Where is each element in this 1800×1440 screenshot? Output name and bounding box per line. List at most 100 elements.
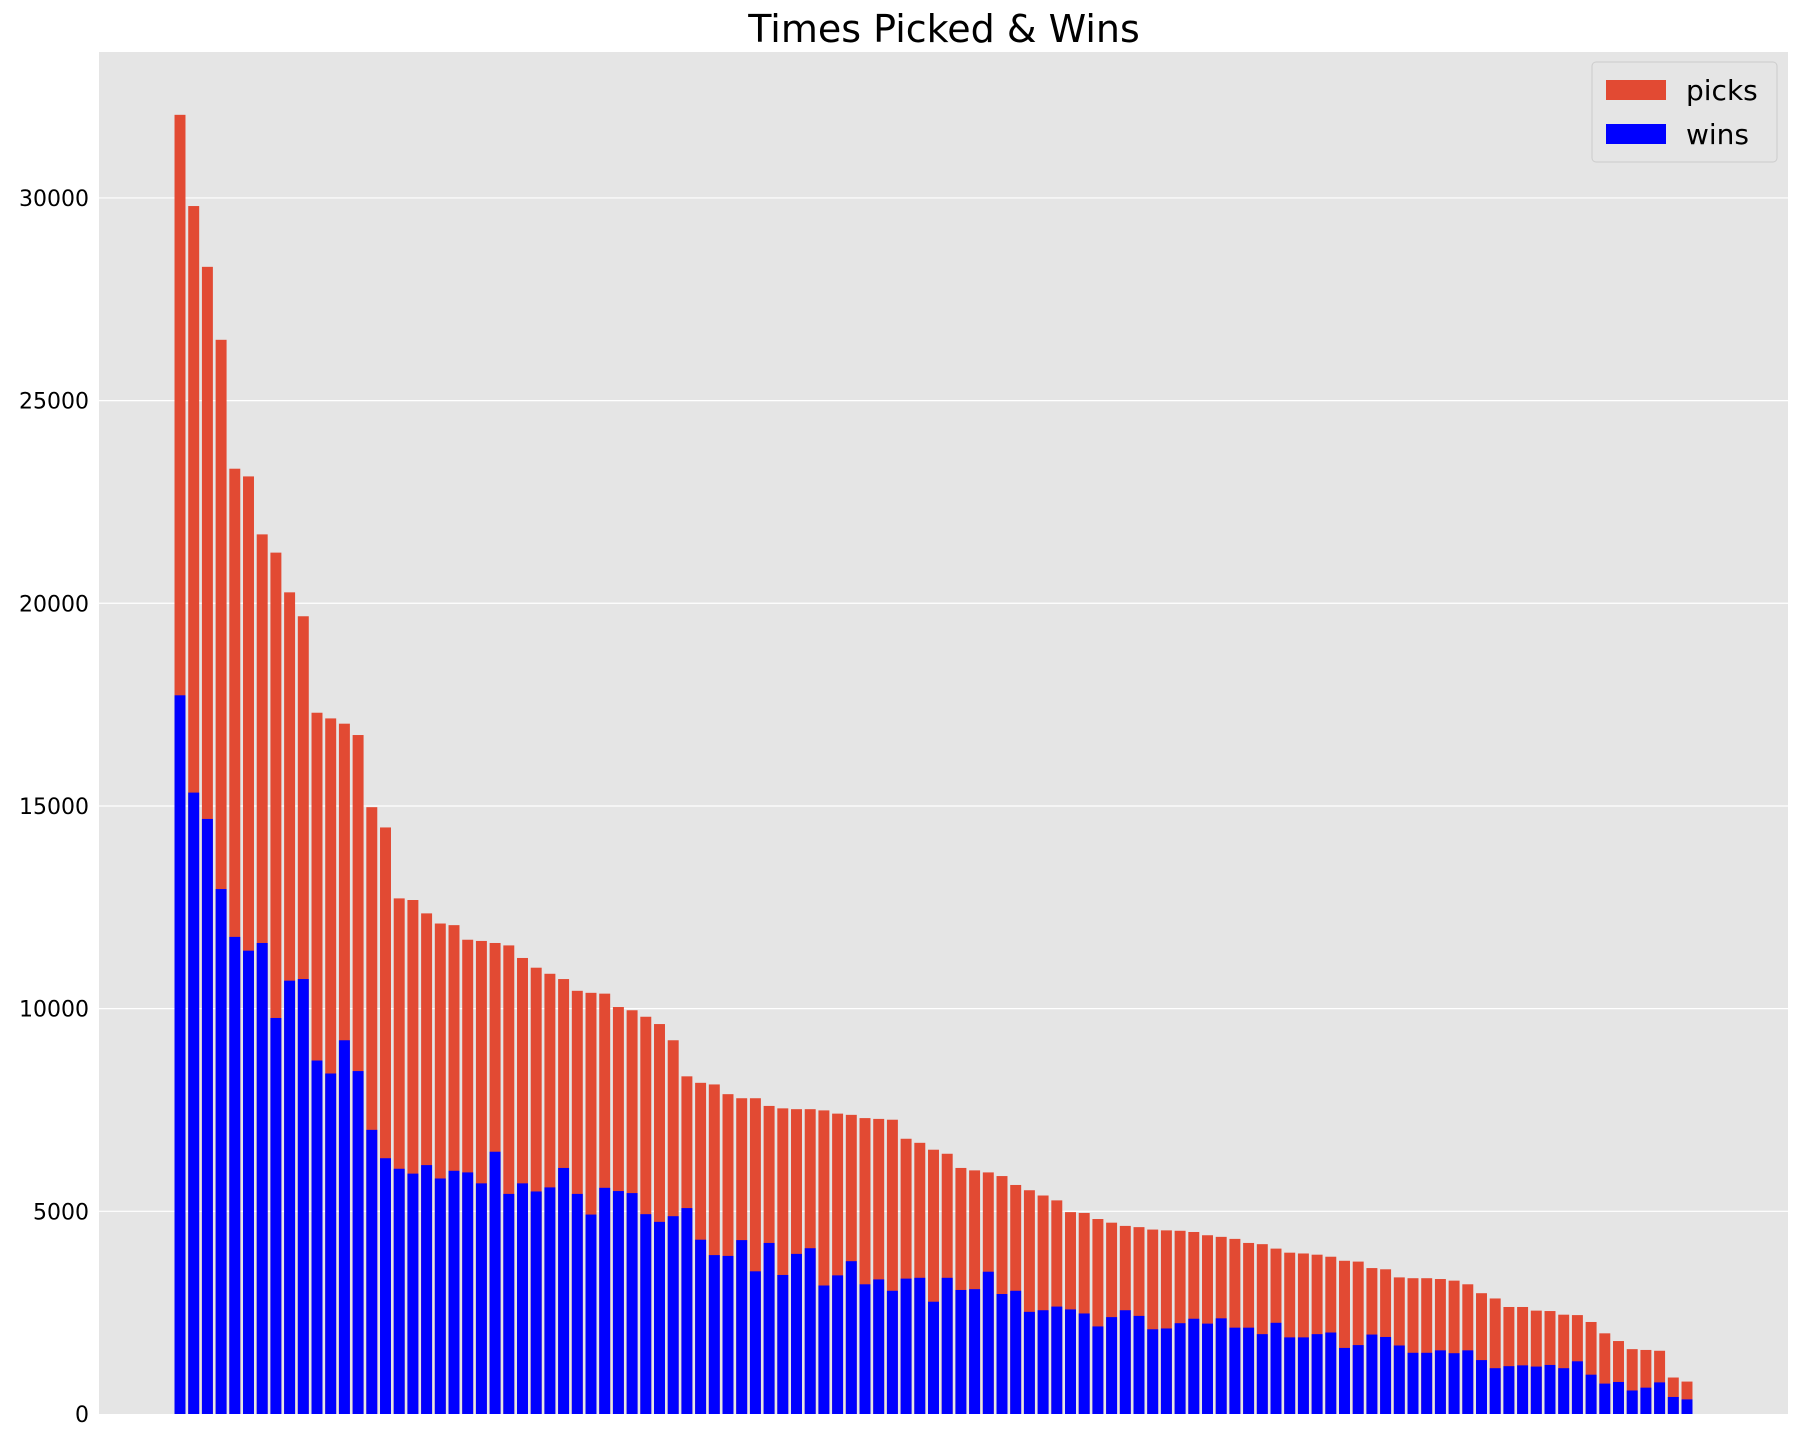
wins-bar [1681,1399,1693,1414]
wins-bar [1613,1381,1624,1414]
wins-bar [1119,1310,1131,1414]
y-tick-label: 25000 [19,390,89,415]
wins-bar [544,1187,556,1414]
wins-bar [914,1277,926,1414]
picks-bar [1174,1230,1186,1414]
wins-bar [599,1187,611,1414]
wins-bar [996,1294,1008,1414]
wins-bar [434,1178,446,1414]
wins-bar [763,1242,775,1414]
wins-bar [845,1261,857,1414]
picks-bar [722,1094,734,1414]
picks-bar [407,900,419,1414]
picks-bar [777,1108,789,1414]
wins-bar [1065,1309,1076,1414]
picks-bar [1448,1280,1460,1414]
picks-bar [325,718,337,1414]
picks-bar [475,940,487,1414]
picks-bar [1681,1381,1693,1414]
picks-bar [1530,1310,1542,1414]
picks-bar [1640,1349,1652,1414]
wins-bar [325,1073,337,1414]
legend: picks wins [1591,61,1778,163]
wins-bar [407,1173,419,1414]
wins-bar [667,1216,679,1414]
wins-bar [832,1275,844,1414]
y-tick-label: 20000 [19,592,89,617]
picks-bar [1613,1341,1624,1414]
wins-bar [448,1170,460,1414]
picks-bar [818,1110,830,1414]
y-tick-label: 10000 [19,998,89,1023]
picks-bar [503,945,515,1414]
wins-bar [749,1271,761,1414]
picks-bar [1229,1238,1241,1414]
y-tick-label: 15000 [19,795,89,820]
wins-bar [941,1277,953,1414]
wins-bar [188,792,200,1414]
wins-bar [475,1183,487,1414]
wins-bar [681,1208,693,1414]
wins-bar [1256,1334,1268,1414]
wins-bar [1558,1368,1570,1414]
picks-bar [1667,1377,1679,1414]
picks-bar [1558,1314,1570,1414]
wins-bar [1174,1323,1186,1414]
wins-bar [489,1151,501,1414]
wins-bar [1640,1387,1652,1414]
wins-bar [900,1278,912,1414]
picks-bar [1599,1333,1611,1414]
wins-bar [1147,1329,1159,1414]
wins-bar [928,1301,939,1414]
wins-bar [558,1167,570,1414]
wins-bar [1311,1334,1323,1414]
wins-bar [1037,1310,1049,1414]
picks-bar [928,1149,939,1414]
wins-bar [1243,1327,1255,1414]
wins-bar [256,942,268,1414]
picks-bar [900,1138,912,1414]
picks-bar [859,1118,871,1414]
y-axis-ticks: 0 5000 10000 15000 20000 25000 30000 [19,187,89,1428]
picks-bar [393,898,405,1414]
wins-bar [229,936,241,1414]
wins-bar [270,1017,282,1414]
legend-swatch-picks [1606,80,1666,100]
legend-label-picks: picks [1686,74,1758,107]
wins-bar [777,1274,789,1414]
picks-bar [749,1098,761,1414]
wins-bar [1297,1337,1309,1414]
y-tick-label: 0 [75,1403,89,1428]
picks-bar [1476,1293,1487,1414]
wins-bar [1530,1366,1542,1414]
wins-bar [352,1071,364,1414]
wins-bar [1654,1382,1666,1414]
picks-bar [1585,1321,1597,1414]
wins-bar [1133,1315,1145,1414]
picks-bar [1462,1284,1474,1414]
wins-bar [695,1239,707,1414]
picks-bar [1489,1298,1501,1414]
picks-bar [585,992,597,1414]
wins-bar [1366,1334,1378,1414]
wins-bar [722,1255,734,1414]
y-tick-label: 5000 [33,1200,89,1225]
wins-bar [1489,1368,1501,1414]
wins-bar [654,1221,665,1414]
picks-bar [366,807,378,1414]
wins-bar [393,1168,405,1414]
wins-bar [1599,1383,1611,1414]
wins-bars [174,695,1693,1414]
wins-bar [859,1284,871,1414]
wins-bar [380,1158,391,1414]
wins-bar [818,1285,830,1414]
wins-bar [626,1193,638,1414]
wins-bar [462,1172,474,1414]
wins-bar [1626,1390,1638,1414]
picks-bar [1517,1306,1529,1414]
wins-bar [1667,1396,1679,1414]
wins-bar [969,1289,981,1414]
wins-bar [311,1060,323,1414]
wins-bar [503,1193,515,1414]
wins-bar [1380,1336,1392,1414]
